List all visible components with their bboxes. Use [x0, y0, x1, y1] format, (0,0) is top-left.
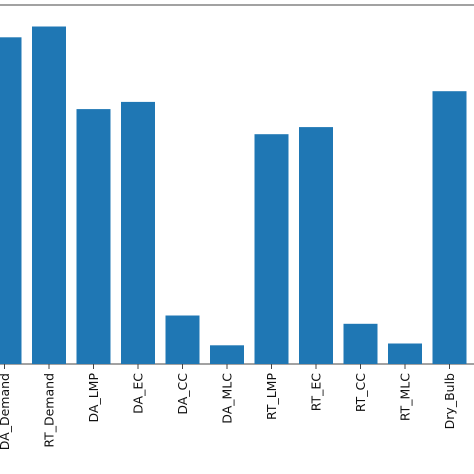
- x-tick-label: RT_EC: [309, 373, 324, 412]
- x-ticks-group: [4, 364, 450, 369]
- bar-da-lmp: [76, 109, 111, 364]
- x-tick-label: DA_Demand: [0, 373, 12, 450]
- x-tick-label: RT_LMP: [264, 373, 279, 420]
- bar-dry-bulb: [432, 91, 467, 364]
- bar-rt-cc: [343, 323, 378, 364]
- bar-rt-demand: [32, 26, 66, 364]
- bar-rt-lmp: [254, 134, 289, 364]
- x-tick-label: DA_MLC: [220, 373, 235, 424]
- bar-da-cc: [165, 315, 200, 364]
- bar-da-ec: [121, 101, 155, 365]
- bars-group: [0, 26, 467, 365]
- x-tick-label: DA_LMP: [86, 373, 101, 423]
- bar-rt-ec: [299, 127, 333, 364]
- x-tick-label: Dry_Bulb: [442, 373, 457, 429]
- x-tick-labels-group: DA_Demand RT_Demand DA_LMP DA_EC DA_CC DA_MLC…: [0, 373, 457, 451]
- x-tick-label: DA_EC: [131, 373, 146, 414]
- x-tick-label: RT_CC: [353, 373, 368, 412]
- bar-rt-mlc: [388, 343, 422, 364]
- bar-da-demand: [0, 37, 22, 365]
- x-tick-label: RT_MLC: [398, 373, 413, 421]
- x-tick-label: DA_CC: [175, 373, 190, 415]
- x-tick-label: RT_Demand: [42, 373, 57, 448]
- bar-da-mlc: [210, 345, 244, 364]
